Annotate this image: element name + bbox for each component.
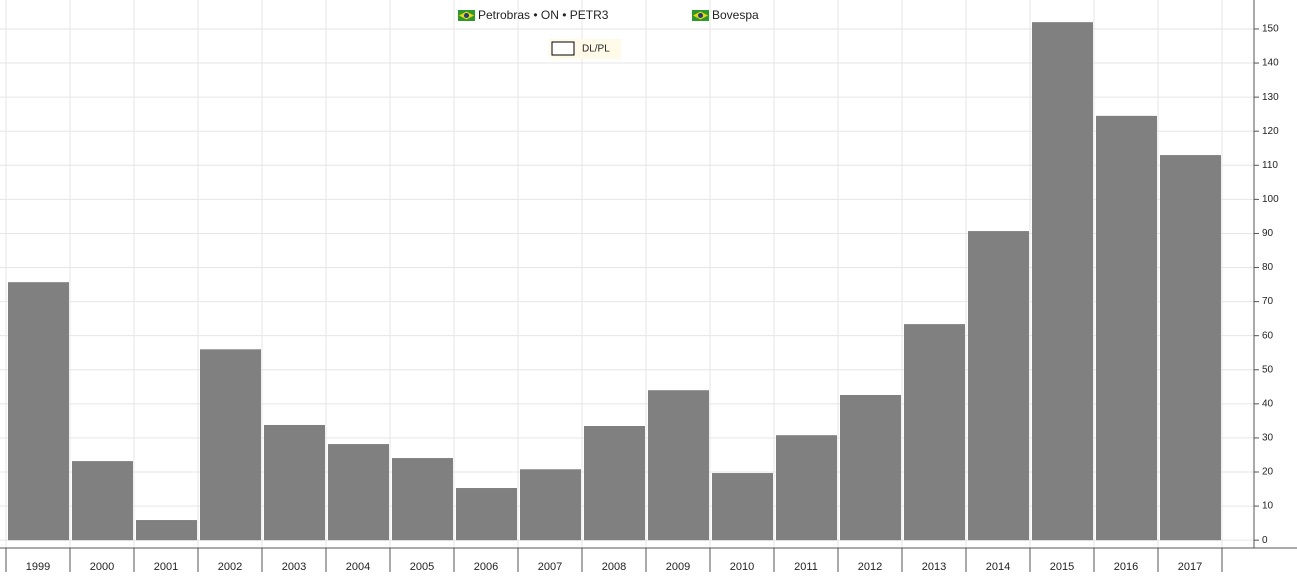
x-tick-label: 2015 [1050, 561, 1074, 573]
y-tick-label: 140 [1262, 58, 1279, 69]
bar [1032, 22, 1093, 541]
bar [136, 520, 197, 541]
x-tick-label: 2014 [986, 561, 1010, 573]
x-tick-label: 2009 [666, 561, 690, 573]
x-tick-label: 2008 [602, 561, 626, 573]
bar [328, 444, 389, 541]
indicator-icon [551, 41, 575, 56]
x-tick-label: 2006 [474, 561, 498, 573]
x-tick-label: 2005 [410, 561, 434, 573]
legend: Petrobras • ON • PETR3 Bovespa DL/PL [458, 8, 759, 59]
y-tick-label: 70 [1262, 296, 1274, 307]
y-tick-label: 110 [1262, 160, 1278, 171]
y-tick-label: 40 [1262, 398, 1274, 409]
flag-icon [464, 13, 469, 18]
y-tick-label: 30 [1262, 433, 1274, 444]
bar [712, 473, 773, 541]
x-tick-label: 2016 [1114, 561, 1138, 573]
bar [1160, 155, 1221, 541]
x-tick-label: 2004 [346, 561, 370, 573]
bar [8, 282, 69, 541]
y-tick-label: 60 [1262, 330, 1274, 341]
bar [264, 424, 325, 541]
x-tick-label: 2010 [730, 561, 754, 573]
y-tick-label: 150 [1262, 24, 1279, 35]
x-tick-label: 1999 [26, 561, 50, 573]
x-tick-label: 2002 [218, 561, 242, 573]
bar [648, 390, 709, 541]
bar [520, 469, 581, 541]
y-tick-label: 120 [1262, 126, 1279, 137]
flag-icon [698, 13, 703, 18]
x-tick-label: 2012 [858, 561, 882, 573]
indicator-label[interactable]: DL/PL [582, 44, 610, 55]
bar [904, 324, 965, 541]
x-tick-label: 2007 [538, 561, 562, 573]
y-tick-label: 130 [1262, 92, 1279, 103]
bar [200, 349, 261, 541]
y-tick-label: 20 [1262, 467, 1274, 478]
legend-label[interactable]: Petrobras • ON • PETR3 [478, 8, 609, 22]
x-tick-label: 2011 [794, 561, 818, 573]
x-tick-label: 2003 [282, 561, 306, 573]
bar [776, 435, 837, 541]
y-tick-label: 90 [1262, 228, 1274, 239]
y-tick-label: 10 [1262, 501, 1274, 512]
bar [584, 425, 645, 541]
bar [1096, 115, 1157, 541]
bar [72, 461, 133, 541]
bar [456, 488, 517, 541]
legend-label[interactable]: Bovespa [712, 8, 759, 22]
bar [840, 394, 901, 541]
y-tick-label: 50 [1262, 364, 1274, 375]
y-tick-label: 100 [1262, 194, 1279, 205]
y-tick-label: 0 [1262, 535, 1268, 546]
bar [392, 458, 453, 541]
x-tick-label: 2001 [154, 561, 178, 573]
y-tick-label: 80 [1262, 262, 1274, 273]
x-tick-label: 2013 [922, 561, 946, 573]
x-tick-label: 2017 [1178, 561, 1202, 573]
x-tick-label: 2000 [90, 561, 114, 573]
bar [968, 231, 1029, 541]
